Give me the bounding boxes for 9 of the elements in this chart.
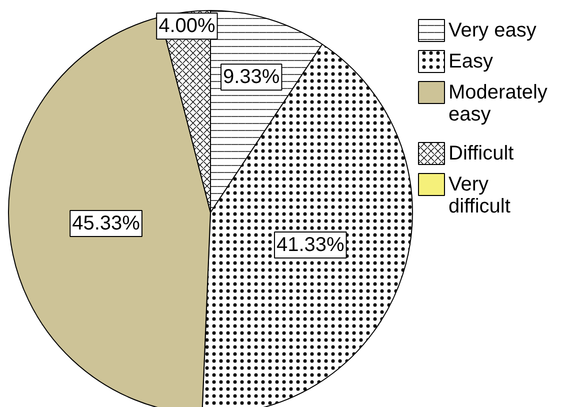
legend-label: Very easy: [448, 20, 536, 42]
data-label: 45.33%: [72, 212, 140, 234]
data-label: 41.33%: [276, 234, 345, 256]
data-label: 4.00%: [158, 15, 216, 38]
data-label: 9.33%: [223, 66, 280, 88]
legend-label: Easy: [448, 50, 493, 72]
legend-label: Moderately easy: [448, 82, 548, 126]
legend-label: Very difficult: [448, 174, 511, 218]
legend-label: Difficult: [448, 142, 514, 164]
